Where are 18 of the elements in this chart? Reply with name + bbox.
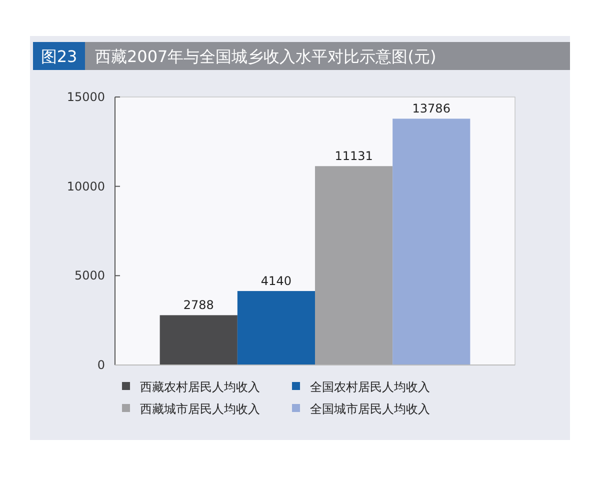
data-label: 4140 bbox=[260, 274, 292, 288]
y-tick-label: 5000 bbox=[74, 268, 105, 283]
data-label: 2788 bbox=[183, 298, 214, 312]
data-label: 13786 bbox=[412, 102, 450, 116]
legend-label: 西藏农村居民人均收入 bbox=[140, 380, 260, 394]
bar bbox=[160, 315, 238, 365]
bar bbox=[315, 166, 393, 365]
chart-title: 西藏2007年与全国城乡收入水平对比示意图(元) bbox=[95, 47, 436, 66]
legend-label: 全国城市居民人均收入 bbox=[310, 402, 430, 416]
bar bbox=[392, 118, 470, 365]
legend-label: 西藏城市居民人均收入 bbox=[140, 402, 260, 416]
bar bbox=[237, 291, 315, 365]
y-tick-label: 10000 bbox=[66, 179, 105, 194]
legend-label: 全国农村居民人均收入 bbox=[310, 380, 430, 394]
caption: 图23 bbox=[40, 47, 78, 66]
y-tick-label: 0 bbox=[97, 358, 105, 372]
y-tick-label: 15000 bbox=[66, 90, 105, 104]
data-label: 11131 bbox=[334, 149, 373, 164]
